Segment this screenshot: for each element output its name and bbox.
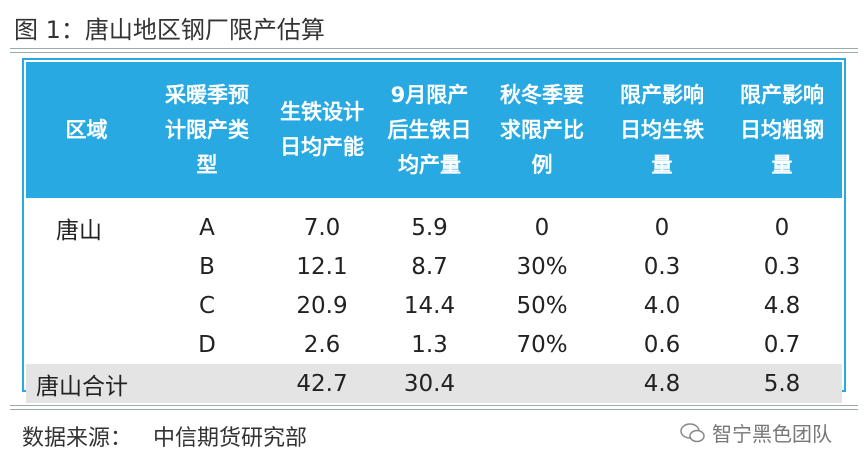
table-cell: 50%: [516, 292, 568, 319]
source-text: 中信期货研究部: [153, 426, 308, 451]
header-cell: 限产影响日均生铁量: [602, 62, 722, 198]
header-text: 区域: [65, 117, 108, 142]
table-cell: [482, 364, 602, 403]
table-cell: [147, 364, 267, 403]
header-text: 9月限产后生铁日均产量: [387, 82, 472, 177]
table-cell: 5.9: [411, 214, 448, 241]
table-cell: 30%: [516, 253, 568, 280]
header-cell: 生铁设计日均产能: [267, 62, 377, 198]
table-cell: 8.7: [411, 253, 448, 280]
source-label: 数据来源：: [22, 426, 133, 451]
table-cell: 0: [774, 214, 790, 241]
table-row: D 2.6 1.3 70% 0.6 0.7: [26, 325, 842, 364]
table-cell: 0: [534, 214, 550, 241]
header-text: 采暖季预计限产类型: [164, 82, 249, 177]
watermark: 智宁黑色团队: [680, 418, 832, 447]
table-cell: 0.6: [643, 331, 681, 358]
table-cell: 4.0: [643, 292, 681, 319]
table-cell: 唐山: [56, 217, 102, 244]
table-cell: 唐山合计: [26, 364, 147, 403]
header-cell: 区域: [26, 62, 147, 198]
table-row: 唐山 A 7.0 5.9 0 0 0: [26, 198, 842, 247]
header-cell: 9月限产后生铁日均产量: [377, 62, 482, 198]
table: 区域 采暖季预计限产类型 生铁设计日均产能 9月限产后生铁日均产量 秋冬季要求限产比例限…: [26, 62, 842, 403]
table-cell: 0.3: [643, 253, 681, 280]
table-cell: 30.4: [377, 364, 482, 403]
table-row: 唐山合计 42.7 30.4 4.8 5.8: [26, 364, 842, 403]
header-text: 生铁设计日均产能: [279, 100, 364, 159]
rule: [10, 405, 858, 410]
header-row: 区域 采暖季预计限产类型 生铁设计日均产能 9月限产后生铁日均产量 秋冬季要求限产比例限…: [26, 62, 842, 198]
table-cell: 5.8: [722, 364, 842, 403]
wechat-icon: [680, 422, 705, 442]
table-cell: 12.1: [296, 253, 348, 280]
table-frame: 区域 采暖季预计限产类型 生铁设计日均产能 9月限产后生铁日均产量 秋冬季要求限产比例限…: [22, 58, 846, 403]
table-row: B 12.1 8.7 30% 0.3 0.3: [26, 247, 842, 286]
table-body: 唐山 A 7.0 5.9 0 0 0 B 12.1 8.7 30% 0.3 0.3 C 20.9 14.4 50…: [26, 198, 842, 403]
table-cell: 0.7: [763, 331, 801, 358]
watermark-text: 智宁黑色团队: [712, 422, 832, 446]
table-cell: 42.7: [267, 364, 377, 403]
header-cell: 秋冬季要求限产比例: [482, 62, 602, 198]
title: 图 1：唐山地区钢厂限产估算: [14, 16, 325, 44]
table-cell: 4.8: [763, 292, 801, 319]
source: 数据来源： 中信期货研究部: [22, 420, 307, 452]
table-cell: C: [198, 292, 216, 319]
table-cell: 4.8: [602, 364, 722, 403]
table-cell: [26, 247, 147, 286]
table-cell: 7.0: [303, 214, 341, 241]
table-cell: [26, 286, 147, 325]
header-cell: 限产影响日均粗钢量: [722, 62, 842, 198]
table-cell: [26, 325, 147, 364]
table-cell: 2.6: [303, 331, 341, 358]
table-cell: 20.9: [296, 292, 348, 319]
table-cell: 1.3: [411, 331, 448, 358]
header-cell: 采暖季预计限产类型: [147, 62, 267, 198]
table-cell: A: [199, 214, 215, 241]
table-cell: D: [198, 331, 216, 358]
header-text: 限产影响日均生铁量: [619, 82, 704, 177]
header-text: 限产影响日均粗钢量: [739, 82, 824, 177]
table-row: C 20.9 14.4 50% 4.0 4.8: [26, 286, 842, 325]
table-cell: 0: [654, 214, 670, 241]
table-cell: B: [199, 253, 215, 280]
table-cell: 0.3: [763, 253, 801, 280]
rule: [10, 48, 858, 53]
table-cell: 70%: [516, 331, 568, 358]
header-text: 秋冬季要求限产比例: [499, 82, 584, 177]
table-cell: 14.4: [403, 292, 456, 319]
